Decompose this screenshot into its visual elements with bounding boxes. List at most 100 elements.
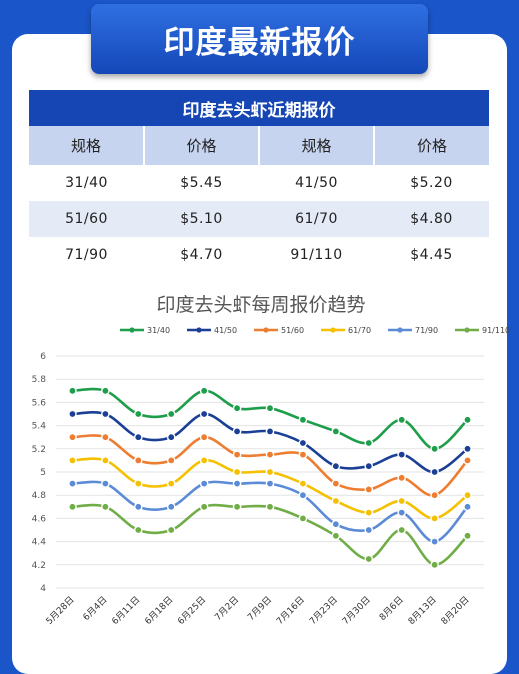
data-point bbox=[463, 415, 472, 425]
x-tick-label: 7月30日 bbox=[340, 594, 373, 627]
data-point bbox=[298, 415, 308, 425]
data-point bbox=[166, 525, 176, 535]
data-point bbox=[430, 444, 439, 454]
data-point bbox=[331, 496, 341, 506]
plot-area bbox=[68, 386, 472, 570]
data-point bbox=[397, 496, 406, 506]
data-point bbox=[265, 450, 275, 459]
table-header-row: 规格 价格 规格 价格 bbox=[29, 126, 489, 165]
header-price: 价格 bbox=[144, 126, 260, 165]
data-point bbox=[265, 467, 275, 477]
data-point bbox=[134, 456, 143, 465]
data-point bbox=[68, 386, 77, 396]
data-point bbox=[101, 409, 110, 419]
y-tick-label: 5 bbox=[40, 468, 46, 478]
data-point bbox=[265, 403, 275, 413]
data-point bbox=[298, 450, 308, 459]
data-point bbox=[232, 403, 242, 413]
data-point bbox=[101, 432, 110, 442]
data-point bbox=[463, 444, 472, 454]
data-point bbox=[298, 479, 308, 488]
price-table: 印度去头虾近期报价 规格 价格 规格 价格 31/40 $5.45 41/50 … bbox=[29, 90, 489, 273]
y-tick-label: 4.2 bbox=[32, 561, 46, 571]
cell-price: $4.80 bbox=[374, 201, 489, 237]
legend-label: 51/60 bbox=[281, 326, 304, 335]
cell-spec: 51/60 bbox=[29, 201, 144, 237]
data-point bbox=[265, 427, 275, 436]
chart-title: 印度去头虾每周报价趋势 bbox=[156, 294, 365, 316]
data-point bbox=[134, 479, 143, 488]
legend-marker bbox=[129, 327, 135, 333]
table-title: 印度去头虾近期报价 bbox=[29, 90, 489, 126]
cell-price: $5.45 bbox=[180, 175, 223, 191]
data-point bbox=[364, 508, 374, 517]
chart-legend: 31/40 41/50 51/60 61/70 71/90 91/110 bbox=[120, 326, 510, 335]
data-point bbox=[166, 479, 176, 488]
data-point bbox=[134, 502, 143, 512]
data-point bbox=[101, 386, 110, 396]
header-spec: 规格 bbox=[29, 126, 145, 165]
data-point bbox=[232, 502, 242, 512]
data-point bbox=[101, 502, 110, 512]
x-axis: 5月28日 6月4日 6月11日 6月18日 6月25日 7月2日 7月9日 7月16日 7月2… bbox=[44, 594, 472, 627]
cell-spec: 61/70 bbox=[259, 201, 374, 237]
y-tick-label: 4.6 bbox=[32, 514, 47, 524]
data-point bbox=[101, 456, 110, 465]
x-tick-label: 7月9日 bbox=[246, 594, 275, 623]
data-point bbox=[134, 409, 143, 419]
x-tick-label: 5月28日 bbox=[44, 594, 77, 627]
y-axis: 4 4.2 4.4 4.6 4.8 5 5.2 5.4 5.6 5.8 6 bbox=[32, 352, 47, 594]
x-tick-label: 6月18日 bbox=[143, 594, 176, 627]
x-tick-label: 7月2日 bbox=[213, 594, 242, 623]
y-tick-label: 4 bbox=[40, 584, 46, 594]
cell-spec: 31/40 bbox=[65, 175, 108, 191]
table-row: 71/90 $4.70 91/110 $4.45 bbox=[29, 237, 489, 273]
data-point bbox=[364, 438, 374, 448]
data-point bbox=[232, 450, 242, 459]
data-point bbox=[166, 409, 176, 419]
data-point bbox=[331, 479, 341, 488]
data-point bbox=[199, 386, 209, 396]
data-point bbox=[68, 409, 77, 419]
price-grid: 规格 价格 规格 价格 31/40 $5.45 41/50 $5.20 51/6… bbox=[29, 126, 489, 273]
cell-price: $5.20 bbox=[410, 175, 453, 191]
data-point bbox=[430, 467, 439, 477]
data-point bbox=[134, 525, 143, 535]
x-tick-label: 6月11日 bbox=[110, 594, 143, 627]
y-tick-label: 5.4 bbox=[32, 422, 47, 432]
data-point bbox=[463, 456, 472, 465]
series-line bbox=[72, 411, 469, 474]
data-point bbox=[199, 456, 209, 465]
x-tick-label: 8月20日 bbox=[439, 594, 472, 627]
cell-price: $4.45 bbox=[410, 247, 453, 263]
y-tick-label: 5.6 bbox=[32, 398, 47, 408]
data-point bbox=[298, 514, 308, 523]
data-point bbox=[199, 409, 209, 419]
cell-price: $4.70 bbox=[180, 247, 223, 263]
header-price: 价格 bbox=[374, 126, 489, 165]
data-point bbox=[397, 415, 406, 425]
data-point bbox=[331, 461, 341, 471]
y-tick-label: 4.4 bbox=[32, 538, 47, 548]
data-point bbox=[364, 554, 374, 564]
data-point bbox=[463, 531, 472, 541]
chart-grid bbox=[56, 355, 484, 589]
legend-marker bbox=[263, 327, 269, 333]
price-trend-chart: 印度去头虾每周报价趋势 31/40 41/50 51/60 61/70 71/90 91/… bbox=[32, 294, 510, 627]
legend-label: 91/110 bbox=[482, 326, 510, 335]
table-row: 51/60 $5.10 61/70 $4.80 bbox=[29, 201, 489, 237]
x-tick-label: 6月25日 bbox=[176, 594, 209, 627]
data-point bbox=[232, 427, 242, 436]
y-tick-label: 5.8 bbox=[32, 375, 47, 385]
data-point bbox=[68, 502, 77, 512]
data-point bbox=[298, 490, 308, 500]
data-point bbox=[364, 485, 374, 494]
data-point bbox=[331, 519, 341, 529]
series-line bbox=[72, 503, 469, 567]
data-point bbox=[265, 502, 275, 512]
cell-price: $5.10 bbox=[144, 201, 259, 237]
legend-marker bbox=[464, 327, 470, 333]
data-point bbox=[397, 525, 406, 535]
y-tick-label: 6 bbox=[40, 352, 46, 362]
data-point bbox=[430, 560, 439, 570]
